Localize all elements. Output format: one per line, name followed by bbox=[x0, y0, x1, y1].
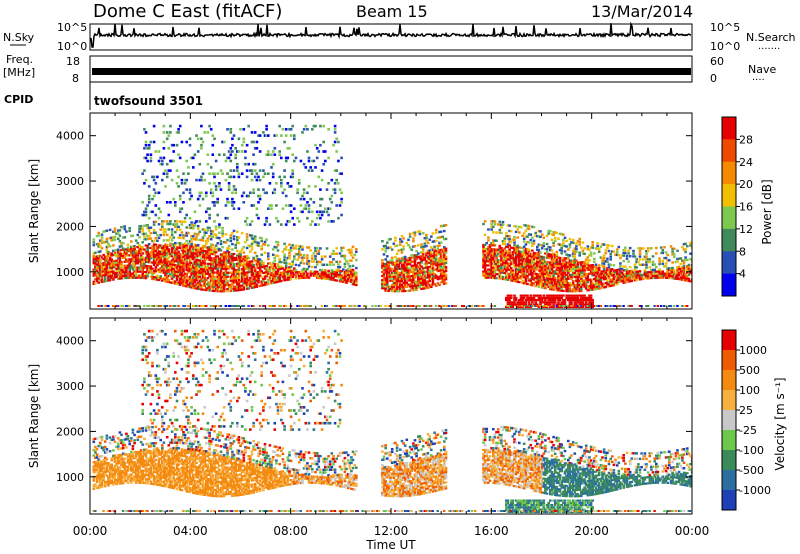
power-y-ticks: 1000 2000 3000 4000 bbox=[56, 130, 692, 279]
x-tick-label: 08:00 bbox=[273, 524, 308, 538]
velocity-ylabel: Slant Range [km] bbox=[27, 364, 41, 468]
colorbar-segment bbox=[722, 273, 736, 297]
power-ylabel: Slant Range [km] bbox=[27, 159, 41, 263]
cpid-label: CPID bbox=[4, 93, 33, 106]
noise-left-tick-bottom: 10^0 bbox=[57, 40, 87, 53]
y-tick-label: 1000 bbox=[56, 471, 84, 484]
velocity-colorbar-label: Velocity [m s⁻¹] bbox=[773, 377, 787, 470]
noise-right-tick-bottom: 10^0 bbox=[710, 40, 740, 53]
colorbar-segment bbox=[722, 228, 736, 252]
power-colorbar: 4 8 12 16 20 24 28 bbox=[721, 116, 753, 297]
colorbar-segment bbox=[722, 330, 736, 351]
colorbar-tick-label: 28 bbox=[739, 133, 753, 146]
colorbar-segment bbox=[722, 251, 736, 275]
colorbar-segment bbox=[722, 450, 736, 471]
date-label: 13/Mar/2014 bbox=[591, 2, 693, 21]
y-tick-label: 1000 bbox=[56, 266, 84, 279]
colorbar-tick-label: 12 bbox=[739, 223, 753, 236]
freq-panel: Freq. [MHz] 18 8 60 0 Nave .... bbox=[3, 53, 776, 85]
colorbar-segment bbox=[722, 184, 736, 207]
power-x-ticks bbox=[89, 113, 693, 309]
y-tick-label: 2000 bbox=[56, 425, 84, 438]
colorbar-tick-label: -100 bbox=[739, 444, 764, 457]
noise-line bbox=[90, 21, 691, 48]
freq-panel-frame bbox=[89, 55, 693, 83]
nsearch-dots: ....... bbox=[758, 41, 780, 52]
colorbar-tick-label: 100 bbox=[739, 384, 760, 397]
colorbar-segment bbox=[722, 350, 736, 371]
velocity-y-ticks: 1000 2000 3000 4000 bbox=[56, 335, 692, 484]
x-tick-label: 04:00 bbox=[173, 524, 208, 538]
power-panel: 1000 2000 3000 4000 Slant Range [km] 4 8 12 16… bbox=[27, 112, 774, 310]
cpid-value: twofsound 3501 bbox=[94, 94, 203, 108]
colorbar-tick-label: 20 bbox=[739, 178, 753, 191]
colorbar-tick-label: 16 bbox=[739, 201, 753, 214]
colorbar-tick-label: 500 bbox=[739, 364, 760, 377]
freq-label: Freq. bbox=[6, 53, 33, 66]
nave-tick-top: 60 bbox=[710, 55, 724, 68]
colorbar-tick-label: 24 bbox=[739, 156, 753, 169]
x-tick-label: 16:00 bbox=[474, 524, 509, 538]
x-axis-labels: 00:00 04:00 08:00 12:00 16:00 20:00 00:00 bbox=[73, 524, 710, 538]
y-tick-label: 2000 bbox=[56, 220, 84, 233]
colorbar-segment bbox=[722, 410, 736, 431]
station-title: Dome C East (fitACF) bbox=[93, 1, 282, 22]
velocity-colorbar: 1000 500 100 25 -25 -100 -500 -1000 bbox=[721, 329, 771, 511]
velocity-data bbox=[92, 329, 692, 513]
colorbar-segment bbox=[722, 430, 736, 451]
colorbar-tick-label: -500 bbox=[739, 464, 764, 477]
x-tick-label: 00:00 bbox=[675, 524, 710, 538]
colorbar-segment bbox=[722, 206, 736, 230]
power-colorbar-label: Power [dB] bbox=[760, 179, 774, 244]
noise-panel-frame bbox=[89, 23, 693, 51]
colorbar-frame bbox=[721, 329, 737, 511]
freq-data-band bbox=[92, 68, 691, 75]
freq-tick-bottom: 8 bbox=[72, 72, 79, 85]
velocity-x-ticks bbox=[89, 318, 693, 514]
colorbar-segment bbox=[722, 470, 736, 491]
nave-tick-bottom: 0 bbox=[710, 72, 717, 85]
y-tick-label: 4000 bbox=[56, 335, 84, 348]
colorbar-segment bbox=[722, 370, 736, 391]
nave-dots: .... bbox=[752, 72, 765, 83]
noise-panel: N.Sky 10^5 10^0 10^5 10^0 N.Search .....… bbox=[3, 21, 796, 53]
freq-unit-label: [MHz] bbox=[3, 66, 35, 79]
colorbar-tick-label: -1000 bbox=[739, 484, 771, 497]
colorbar-tick-label: -25 bbox=[739, 424, 757, 437]
colorbar-tick-label: 25 bbox=[739, 404, 753, 417]
colorbar-tick-label: 4 bbox=[739, 268, 746, 281]
x-tick-label: 00:00 bbox=[73, 524, 108, 538]
x-tick-label: 12:00 bbox=[374, 524, 409, 538]
nsearch-label: N.Search bbox=[746, 31, 796, 44]
velocity-panel: 1000 2000 3000 4000 Slant Range [km] 1000 50… bbox=[27, 317, 787, 515]
x-tick-label: 20:00 bbox=[574, 524, 609, 538]
nave-label: Nave bbox=[748, 63, 776, 76]
noise-right-tick-top: 10^5 bbox=[710, 21, 740, 34]
x-axis-title: Time UT bbox=[365, 538, 416, 552]
y-tick-label: 3000 bbox=[56, 175, 84, 188]
colorbar-segment bbox=[722, 139, 736, 163]
colorbar-segment bbox=[722, 117, 736, 140]
colorbar-segment bbox=[722, 390, 736, 411]
colorbar-segment bbox=[722, 161, 736, 185]
beam-label: Beam 15 bbox=[356, 2, 428, 21]
power-data bbox=[92, 124, 692, 308]
colorbar-tick-label: 8 bbox=[739, 245, 746, 258]
y-tick-label: 4000 bbox=[56, 130, 84, 143]
colorbar-tick-label: 1000 bbox=[739, 344, 767, 357]
freq-tick-top: 18 bbox=[66, 55, 80, 68]
noise-left-tick-top: 10^5 bbox=[57, 21, 87, 34]
nsky-label: N.Sky bbox=[3, 31, 35, 44]
colorbar-segment bbox=[722, 490, 736, 511]
y-tick-label: 3000 bbox=[56, 380, 84, 393]
